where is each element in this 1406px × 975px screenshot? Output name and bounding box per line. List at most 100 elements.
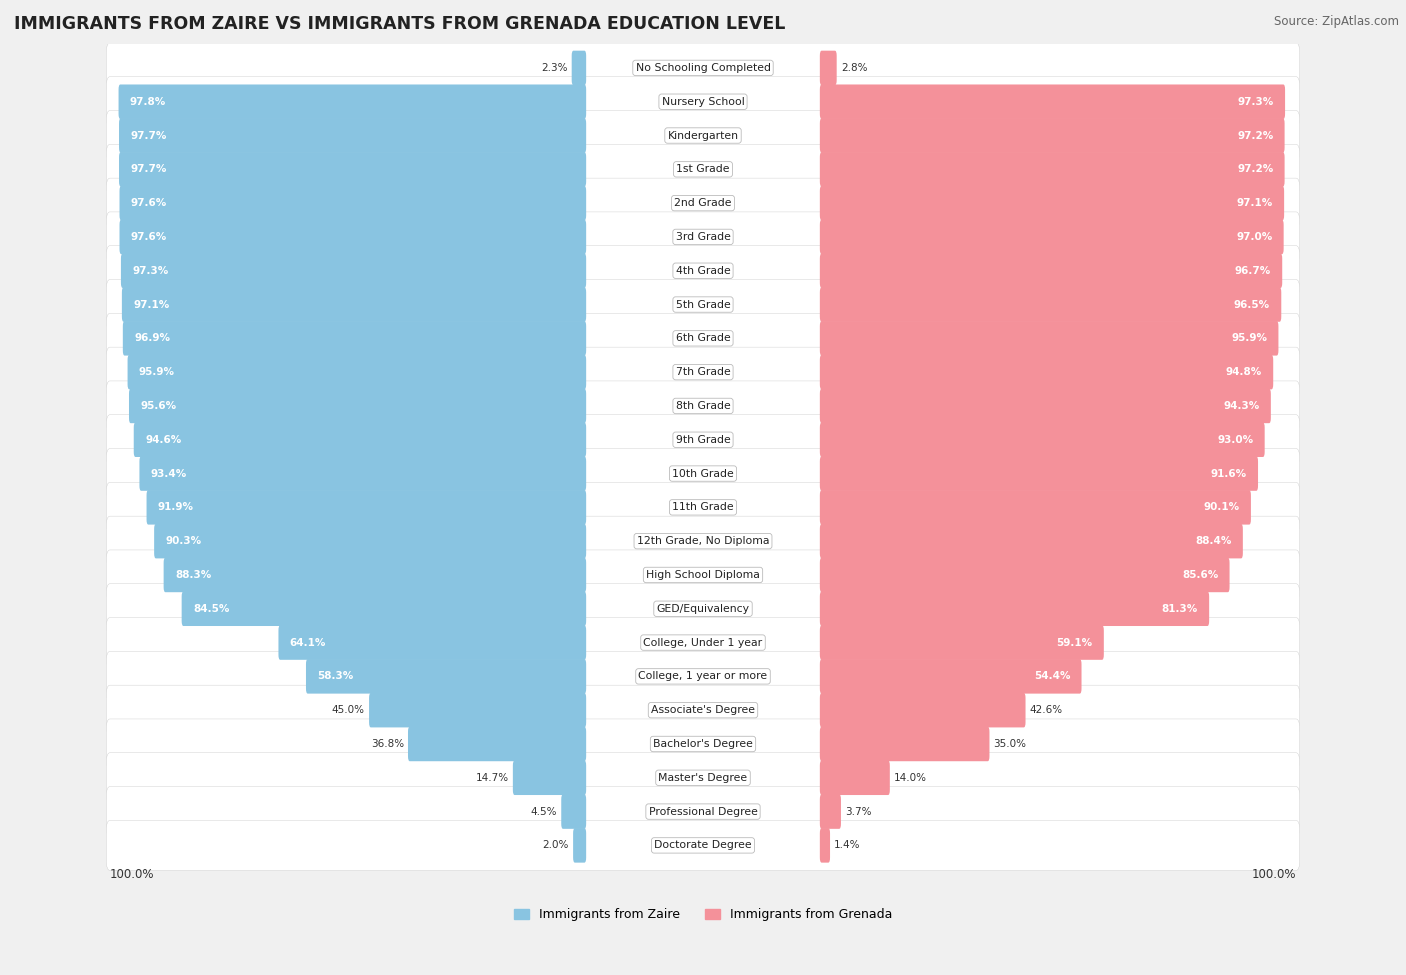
Text: 1st Grade: 1st Grade	[676, 165, 730, 175]
Text: Kindergarten: Kindergarten	[668, 131, 738, 140]
FancyBboxPatch shape	[820, 51, 837, 85]
FancyBboxPatch shape	[181, 592, 586, 626]
FancyBboxPatch shape	[307, 659, 586, 693]
FancyBboxPatch shape	[107, 550, 1299, 600]
Text: 96.7%: 96.7%	[1234, 266, 1271, 276]
Text: Master's Degree: Master's Degree	[658, 773, 748, 783]
Text: 12th Grade, No Diploma: 12th Grade, No Diploma	[637, 536, 769, 546]
FancyBboxPatch shape	[122, 288, 586, 322]
Text: 97.6%: 97.6%	[131, 198, 167, 208]
Text: 3rd Grade: 3rd Grade	[675, 232, 731, 242]
Text: 42.6%: 42.6%	[1029, 705, 1063, 716]
Text: No Schooling Completed: No Schooling Completed	[636, 63, 770, 73]
Text: 4th Grade: 4th Grade	[676, 266, 730, 276]
FancyBboxPatch shape	[139, 456, 586, 490]
FancyBboxPatch shape	[107, 584, 1299, 634]
Text: 14.7%: 14.7%	[475, 773, 509, 783]
Text: 100.0%: 100.0%	[110, 868, 155, 880]
Text: 97.7%: 97.7%	[131, 131, 167, 140]
FancyBboxPatch shape	[107, 280, 1299, 330]
FancyBboxPatch shape	[820, 389, 1271, 423]
Text: College, Under 1 year: College, Under 1 year	[644, 638, 762, 647]
Text: 97.3%: 97.3%	[1237, 97, 1274, 106]
Text: Nursery School: Nursery School	[662, 97, 744, 106]
FancyBboxPatch shape	[370, 693, 586, 727]
FancyBboxPatch shape	[118, 85, 586, 119]
Text: 94.8%: 94.8%	[1226, 368, 1263, 377]
Text: 95.9%: 95.9%	[1232, 333, 1267, 343]
Text: 45.0%: 45.0%	[332, 705, 366, 716]
FancyBboxPatch shape	[107, 347, 1299, 397]
Text: Associate's Degree: Associate's Degree	[651, 705, 755, 716]
Text: 36.8%: 36.8%	[371, 739, 404, 749]
FancyBboxPatch shape	[107, 516, 1299, 566]
Text: Bachelor's Degree: Bachelor's Degree	[652, 739, 754, 749]
Text: 95.9%: 95.9%	[139, 368, 174, 377]
FancyBboxPatch shape	[513, 760, 586, 795]
FancyBboxPatch shape	[820, 828, 830, 863]
FancyBboxPatch shape	[278, 625, 586, 660]
FancyBboxPatch shape	[107, 617, 1299, 668]
FancyBboxPatch shape	[820, 625, 1104, 660]
Text: 2.3%: 2.3%	[541, 63, 568, 73]
FancyBboxPatch shape	[107, 483, 1299, 532]
Text: 14.0%: 14.0%	[894, 773, 927, 783]
FancyBboxPatch shape	[107, 448, 1299, 498]
FancyBboxPatch shape	[820, 524, 1243, 559]
Text: High School Diploma: High School Diploma	[647, 570, 759, 580]
FancyBboxPatch shape	[155, 524, 586, 559]
Text: 91.6%: 91.6%	[1211, 469, 1247, 479]
FancyBboxPatch shape	[820, 355, 1274, 389]
Text: Doctorate Degree: Doctorate Degree	[654, 840, 752, 850]
Text: 81.3%: 81.3%	[1161, 604, 1198, 614]
Text: 9th Grade: 9th Grade	[676, 435, 730, 445]
Text: 90.3%: 90.3%	[166, 536, 201, 546]
Text: 84.5%: 84.5%	[193, 604, 229, 614]
Text: 97.2%: 97.2%	[1237, 131, 1274, 140]
Text: 54.4%: 54.4%	[1033, 672, 1070, 682]
FancyBboxPatch shape	[134, 422, 586, 457]
FancyBboxPatch shape	[820, 456, 1258, 490]
FancyBboxPatch shape	[820, 490, 1251, 525]
Text: 3.7%: 3.7%	[845, 806, 872, 817]
Text: 35.0%: 35.0%	[994, 739, 1026, 749]
Text: 6th Grade: 6th Grade	[676, 333, 730, 343]
Text: IMMIGRANTS FROM ZAIRE VS IMMIGRANTS FROM GRENADA EDUCATION LEVEL: IMMIGRANTS FROM ZAIRE VS IMMIGRANTS FROM…	[14, 15, 786, 32]
Text: 97.8%: 97.8%	[129, 97, 166, 106]
FancyBboxPatch shape	[163, 558, 586, 592]
Text: 94.3%: 94.3%	[1223, 401, 1260, 410]
FancyBboxPatch shape	[107, 414, 1299, 465]
Text: 10th Grade: 10th Grade	[672, 469, 734, 479]
Text: 1.4%: 1.4%	[834, 840, 860, 850]
FancyBboxPatch shape	[120, 152, 586, 186]
FancyBboxPatch shape	[820, 422, 1264, 457]
FancyBboxPatch shape	[120, 118, 586, 153]
FancyBboxPatch shape	[820, 760, 890, 795]
FancyBboxPatch shape	[820, 152, 1285, 186]
FancyBboxPatch shape	[146, 490, 586, 525]
FancyBboxPatch shape	[820, 592, 1209, 626]
FancyBboxPatch shape	[820, 186, 1284, 220]
FancyBboxPatch shape	[561, 795, 586, 829]
FancyBboxPatch shape	[820, 726, 990, 761]
Text: 97.1%: 97.1%	[134, 299, 169, 309]
FancyBboxPatch shape	[820, 795, 841, 829]
Text: 97.7%: 97.7%	[131, 165, 167, 175]
FancyBboxPatch shape	[820, 118, 1285, 153]
Text: GED/Equivalency: GED/Equivalency	[657, 604, 749, 614]
Text: 97.0%: 97.0%	[1236, 232, 1272, 242]
FancyBboxPatch shape	[107, 685, 1299, 735]
FancyBboxPatch shape	[121, 254, 586, 288]
Text: 93.0%: 93.0%	[1218, 435, 1253, 445]
FancyBboxPatch shape	[107, 820, 1299, 871]
Text: 58.3%: 58.3%	[318, 672, 353, 682]
FancyBboxPatch shape	[408, 726, 586, 761]
FancyBboxPatch shape	[820, 219, 1284, 254]
FancyBboxPatch shape	[107, 43, 1299, 93]
Text: 94.6%: 94.6%	[145, 435, 181, 445]
Text: 2.8%: 2.8%	[841, 63, 868, 73]
FancyBboxPatch shape	[820, 321, 1278, 356]
Text: College, 1 year or more: College, 1 year or more	[638, 672, 768, 682]
FancyBboxPatch shape	[107, 719, 1299, 769]
FancyBboxPatch shape	[107, 77, 1299, 127]
